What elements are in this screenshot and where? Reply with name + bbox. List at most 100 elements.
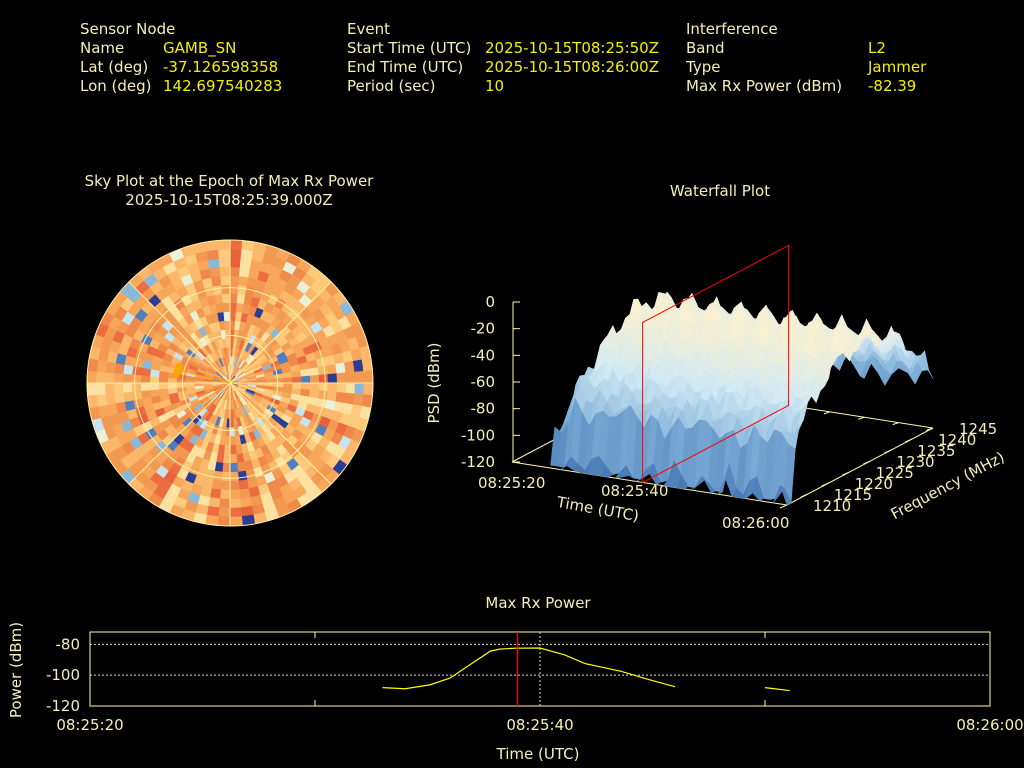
sky-cell (218, 257, 231, 268)
waterfall-axis-line (800, 493, 809, 498)
sky-cell (291, 376, 302, 384)
waterfall-y-tick-label: 1225 (876, 464, 914, 482)
sky-cell (229, 498, 242, 509)
sky-cell (236, 461, 246, 473)
sky-cell (225, 338, 231, 348)
epoch-marker-plane (642, 244, 790, 484)
sky-cell (229, 239, 243, 250)
sky-cell (149, 375, 160, 384)
period-value: 10 (485, 77, 504, 95)
start-time-value: 2025-10-15T08:25:50Z (485, 39, 659, 57)
sky-cell (211, 275, 222, 287)
sky-cell (185, 382, 195, 388)
waterfall-axis-line (892, 422, 899, 426)
waterfall-axis-line (904, 438, 913, 443)
sky-cell (344, 392, 355, 406)
sky-cell (223, 311, 231, 322)
waterfall-axis-line (842, 471, 850, 476)
sky-cell (158, 388, 169, 396)
sky-cell (222, 453, 231, 464)
lat-label: Lat (deg) (80, 58, 148, 76)
sky-cell (104, 371, 115, 384)
max-power-direction-line (177, 369, 231, 384)
sky-cell (209, 266, 221, 278)
sky-cell (363, 370, 374, 384)
sky-cell (344, 360, 355, 374)
sky-cell (229, 257, 242, 268)
waterfall-axis-line (821, 482, 829, 487)
sky-cell (317, 365, 329, 376)
power-y-tick-label: -100 (46, 666, 80, 684)
sky-cell (221, 293, 231, 304)
sky-cell (214, 293, 224, 305)
sky-cell (149, 388, 160, 398)
sky-cell (229, 480, 240, 491)
sky-cell (131, 374, 142, 384)
sky-cell (229, 248, 243, 259)
waterfall-surface-cell (704, 480, 716, 494)
sky-cell (113, 362, 125, 374)
sky-cell (215, 302, 225, 313)
sky-cell (300, 368, 311, 378)
sky-cell (217, 248, 231, 259)
sky-cell (86, 382, 97, 396)
sky-plot (86, 239, 374, 527)
sky-cell (229, 436, 236, 446)
sky-cell (209, 488, 221, 500)
power-x-tick-label: 08:25:40 (506, 716, 573, 734)
sky-cell (158, 382, 169, 390)
waterfall-y-tick-label: 1240 (938, 431, 976, 449)
sky-cell (217, 311, 225, 322)
sky-cell (96, 359, 108, 373)
name-value: GAMB_SN (163, 39, 236, 58)
waterfall-surface-cell (601, 464, 613, 478)
sky-cell (354, 382, 365, 396)
sky-cell (105, 392, 116, 406)
band-label: Band (686, 39, 725, 57)
name-label: Name (80, 39, 124, 57)
sky-cell (318, 382, 329, 392)
sky-cell (239, 497, 253, 508)
sky-cell (217, 516, 231, 527)
sky-cell (176, 382, 186, 388)
sky-cell (219, 489, 231, 500)
sky-cell (219, 266, 231, 277)
waterfall-z-tick-label: -80 (471, 400, 496, 418)
waterfall-x-tick-label: 08:26:00 (722, 514, 789, 532)
sky-cell (206, 249, 220, 261)
sensor-node-title: Sensor Node (80, 20, 175, 38)
sky-cell (274, 378, 284, 384)
waterfall-axis-line (884, 449, 892, 454)
sky-cell (326, 364, 338, 375)
sky-cell (105, 360, 116, 374)
period-label: Period (sec) (347, 77, 436, 95)
sky-cell (239, 488, 251, 500)
sky-cell (140, 389, 152, 399)
waterfall-title: Waterfall Plot (670, 182, 770, 200)
sky-cell (113, 392, 125, 404)
sky-cell (220, 275, 231, 286)
sky-cell (140, 382, 151, 392)
sky-cell (221, 462, 231, 473)
sensor-node-panel: Sensor Node Name GAMB_SN Lat (deg) -37.1… (80, 20, 282, 95)
sky-cell (207, 258, 221, 269)
sky-cell (221, 471, 231, 482)
lon-value: 142.697540283 (163, 77, 282, 95)
sky-cell (122, 382, 133, 393)
power-x-tick-label: 08:25:20 (56, 716, 123, 734)
sky-cell (237, 470, 248, 482)
power-y-tick-label: -120 (46, 697, 80, 715)
sky-cell (206, 505, 220, 517)
sky-cell (300, 375, 311, 384)
waterfall-y-tick-label: 1210 (813, 497, 851, 515)
waterfall-z-tick-label: 0 (485, 293, 495, 311)
sky-cell (229, 427, 235, 437)
type-value: Jammer (867, 58, 927, 76)
waterfall-surface-cell (676, 474, 689, 490)
waterfall-z-tick-label: -60 (471, 373, 496, 391)
waterfall-z-tick-label: -100 (461, 426, 495, 444)
sky-cell (122, 391, 134, 402)
lat-value: -37.126598358 (163, 58, 278, 76)
sky-cell (221, 284, 231, 295)
sky-cell (327, 373, 338, 384)
